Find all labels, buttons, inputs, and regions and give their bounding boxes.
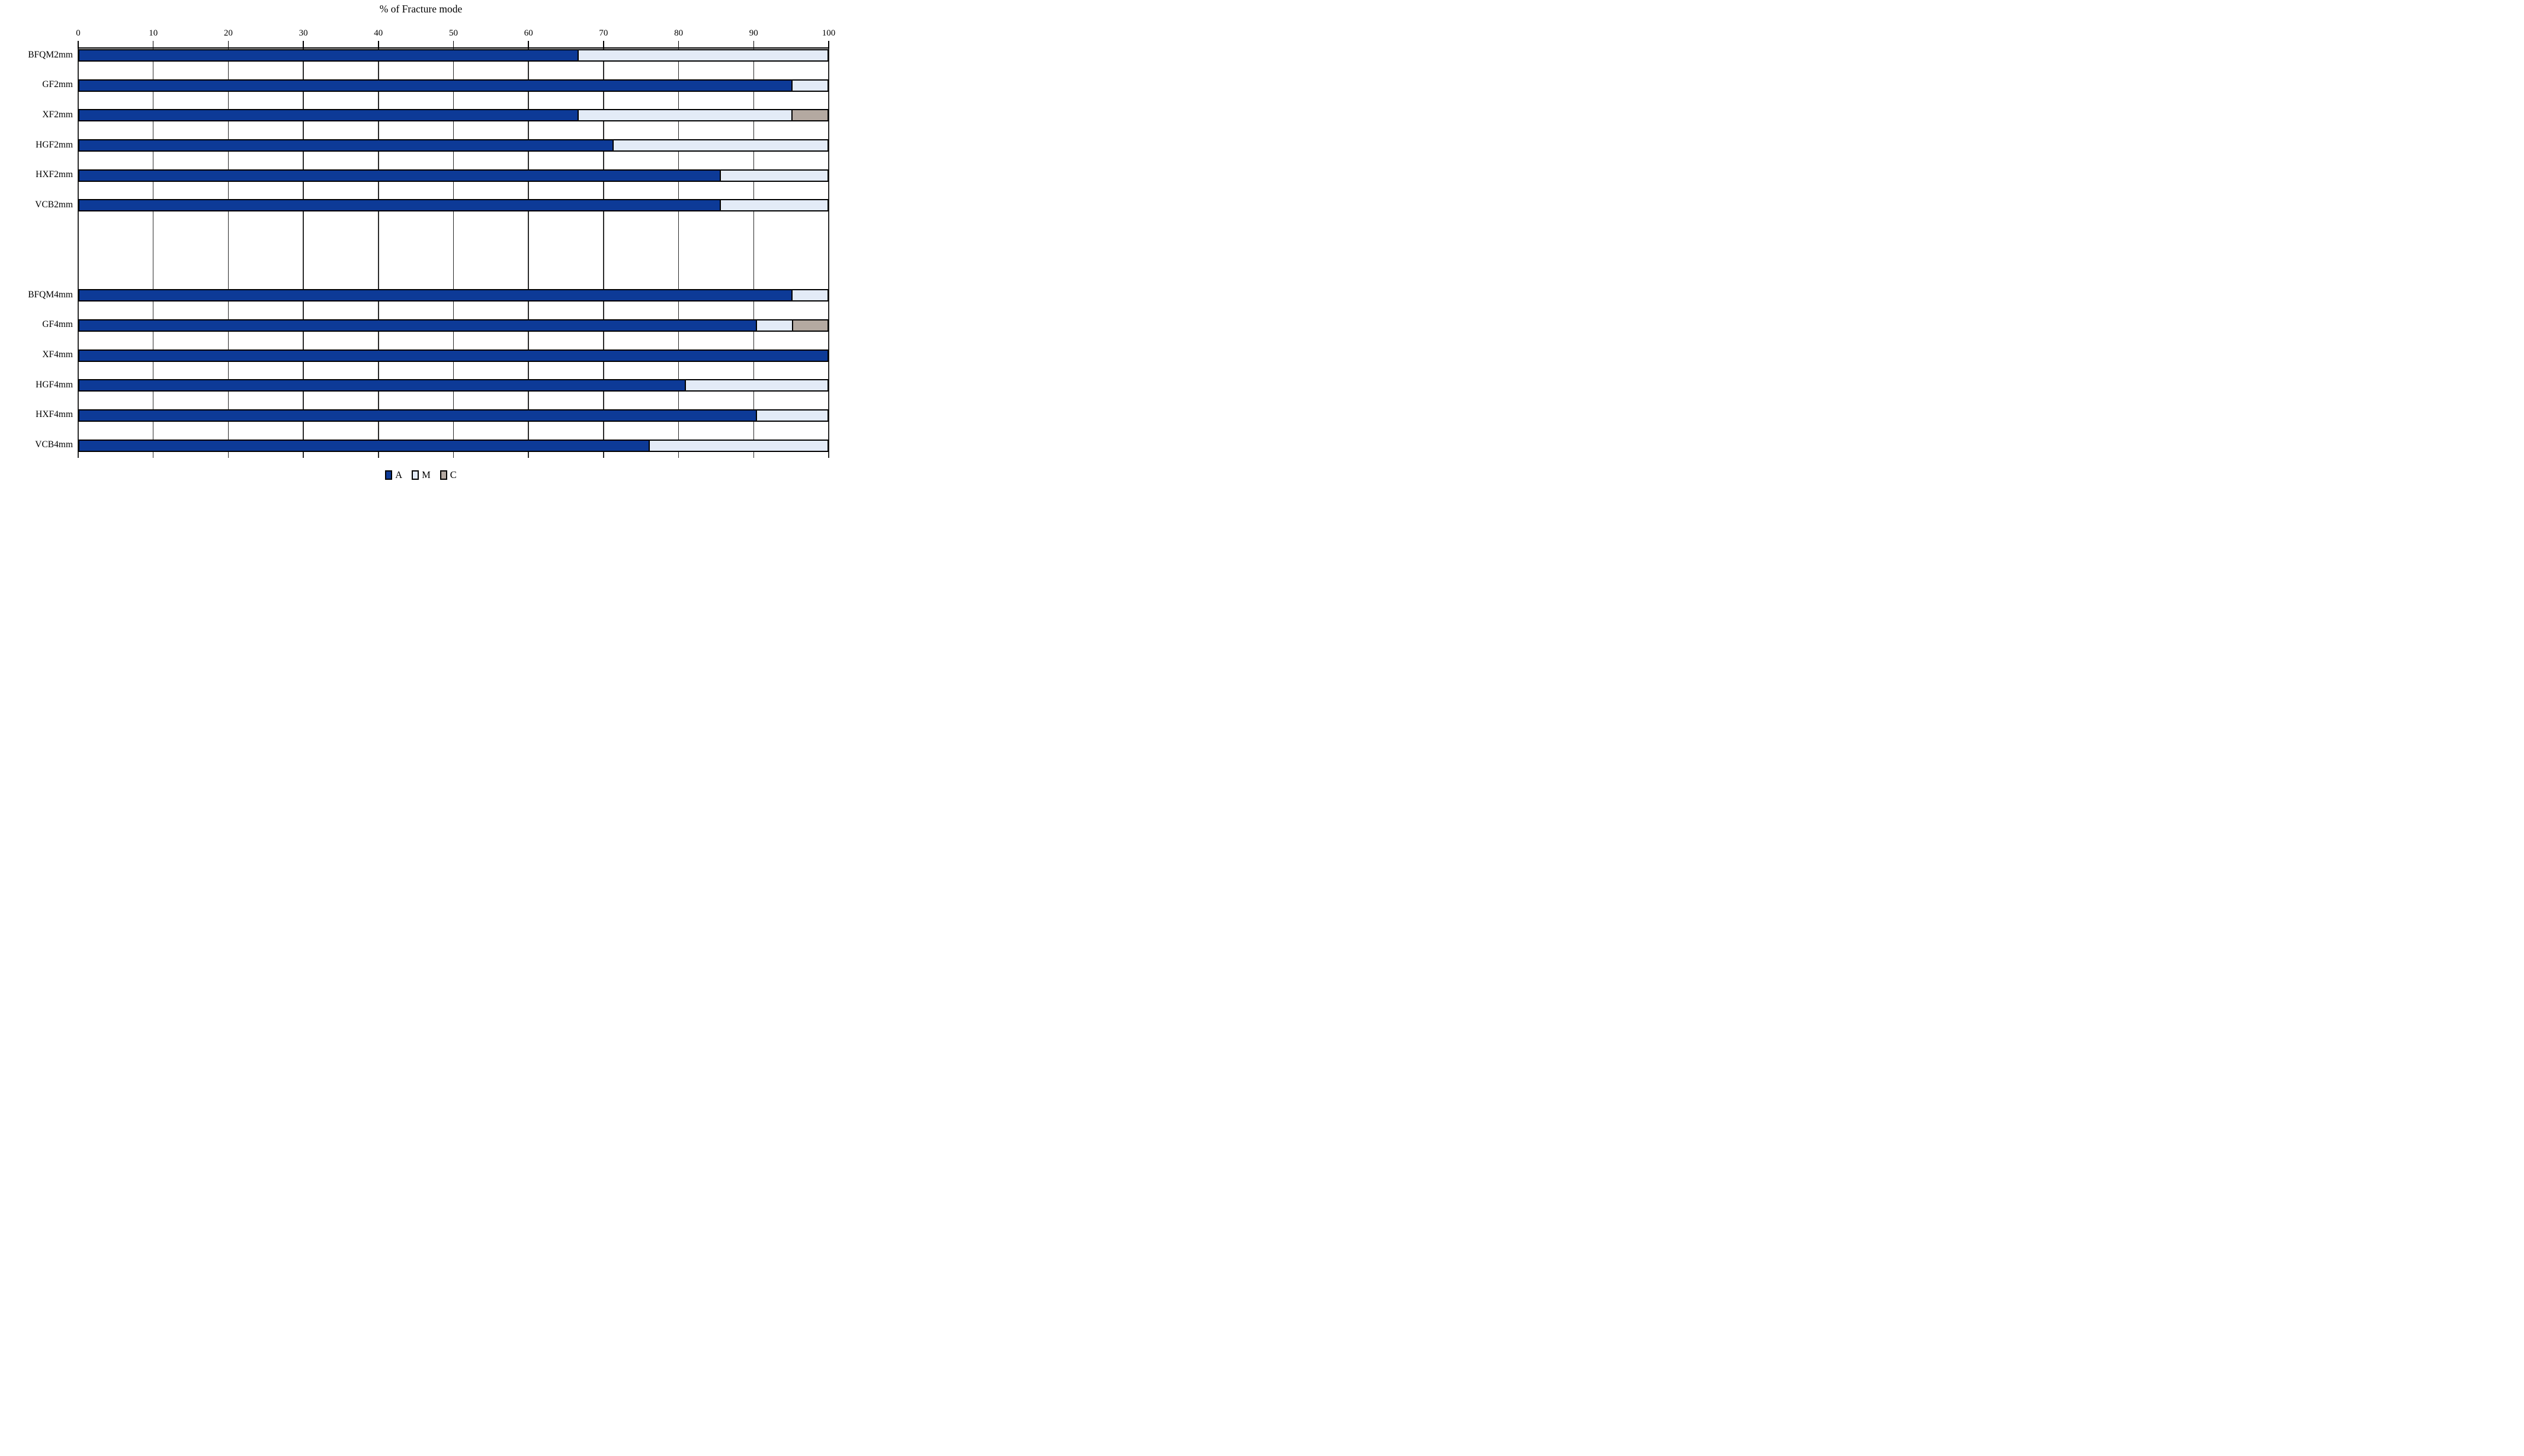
bar-segment-A: [78, 199, 721, 212]
bar-HXF2mm: [78, 169, 829, 182]
axis-tick-20: [227, 41, 229, 49]
legend-swatch-M: [412, 470, 419, 480]
category-label: XF2mm: [42, 109, 73, 120]
axis-tick-label: 70: [599, 28, 608, 38]
category-label: BFQM2mm: [28, 49, 73, 60]
legend-item-A: A: [385, 469, 402, 481]
bar-segment-A: [78, 439, 650, 452]
bar-segment-A: [78, 139, 614, 152]
legend-swatch-A: [385, 470, 393, 480]
bar-BFQM4mm: [78, 289, 829, 302]
bar-BFQM2mm: [78, 49, 829, 62]
bar-GF2mm: [78, 79, 829, 92]
bar-segment-C: [792, 319, 829, 332]
axis-tick-label: 80: [674, 28, 684, 38]
bar-segment-A: [78, 49, 579, 62]
bar-segment-M: [612, 139, 829, 152]
bar-segment-M: [720, 199, 829, 212]
axis-tick-label: 50: [449, 28, 458, 38]
category-label: HXF2mm: [36, 169, 73, 180]
bar-XF4mm: [78, 349, 829, 362]
bar-segment-M: [720, 169, 829, 182]
category-label: GF2mm: [42, 79, 73, 90]
bar-segment-M: [791, 79, 829, 92]
gridline-90: [753, 49, 755, 458]
bar-HGF4mm: [78, 379, 829, 392]
gridline-50: [453, 49, 454, 458]
bar-VCB4mm: [78, 439, 829, 452]
legend-label-C: C: [450, 469, 457, 480]
axis-tick-30: [303, 41, 304, 49]
fracture-mode-chart: % of Fracture mode A M C 0 10 20 30 40 50 60 70 80…: [0, 0, 842, 485]
bar-segment-A: [78, 319, 758, 332]
axis-tick-80: [678, 41, 679, 49]
bar-HGF2mm: [78, 139, 829, 152]
bar-segment-M: [577, 49, 829, 62]
category-label: VCB4mm: [35, 440, 73, 450]
axis-tick-100: [828, 41, 829, 49]
axis-tick-70: [603, 41, 604, 49]
bar-XF2mm: [78, 109, 829, 122]
legend-item-C: C: [440, 469, 457, 481]
x-axis-line: [78, 47, 829, 49]
bar-segment-A: [78, 79, 793, 92]
bar-segment-A: [78, 109, 579, 122]
axis-tick-0: [78, 41, 79, 49]
gridline-20: [227, 49, 229, 458]
legend-item-M: M: [412, 469, 431, 481]
gridline-0: [78, 49, 79, 458]
category-label: GF4mm: [42, 319, 73, 330]
axis-tick-label: 60: [524, 28, 533, 38]
axis-tick-90: [753, 41, 755, 49]
axis-tick-label: 40: [374, 28, 383, 38]
chart-title: % of Fracture mode: [379, 3, 463, 15]
bar-segment-A: [78, 169, 721, 182]
bar-segment-A: [78, 379, 687, 392]
bar-segment-M: [791, 289, 829, 302]
bar-segment-M: [577, 109, 793, 122]
bar-VCB2mm: [78, 199, 829, 212]
category-label: HXF4mm: [36, 409, 73, 420]
bar-GF4mm: [78, 319, 829, 332]
category-label: HGF2mm: [36, 139, 73, 150]
bar-segment-A: [78, 289, 793, 302]
legend-swatch-C: [440, 470, 447, 480]
category-label: BFQM4mm: [28, 289, 73, 300]
axis-tick-10: [152, 41, 154, 49]
bar-HXF4mm: [78, 409, 829, 422]
axis-tick-60: [528, 41, 529, 49]
bar-segment-M: [756, 319, 794, 332]
axis-tick-label: 90: [749, 28, 758, 38]
bar-segment-M: [684, 379, 829, 392]
gridline-30: [303, 49, 304, 458]
category-label: XF4mm: [42, 349, 73, 360]
axis-tick-label: 30: [299, 28, 308, 38]
axis-tick-40: [378, 41, 379, 49]
gridline-10: [152, 49, 154, 458]
category-label: VCB2mm: [35, 199, 73, 210]
legend-label-A: A: [395, 469, 403, 480]
bar-segment-C: [791, 109, 829, 122]
bar-segment-M: [756, 409, 829, 422]
gridline-70: [603, 49, 604, 458]
bar-segment-A: [78, 349, 829, 362]
axis-tick-label: 0: [76, 28, 81, 38]
axis-tick-label: 100: [822, 28, 836, 38]
legend-label-M: M: [422, 469, 431, 480]
gridline-60: [528, 49, 529, 458]
bar-segment-A: [78, 409, 758, 422]
axis-tick-50: [453, 41, 454, 49]
bar-segment-M: [649, 439, 829, 452]
category-label: HGF4mm: [36, 379, 73, 390]
gridline-100: [828, 49, 829, 458]
axis-tick-label: 10: [149, 28, 158, 38]
gridline-80: [678, 49, 679, 458]
gridline-40: [378, 49, 379, 458]
axis-tick-label: 20: [223, 28, 233, 38]
